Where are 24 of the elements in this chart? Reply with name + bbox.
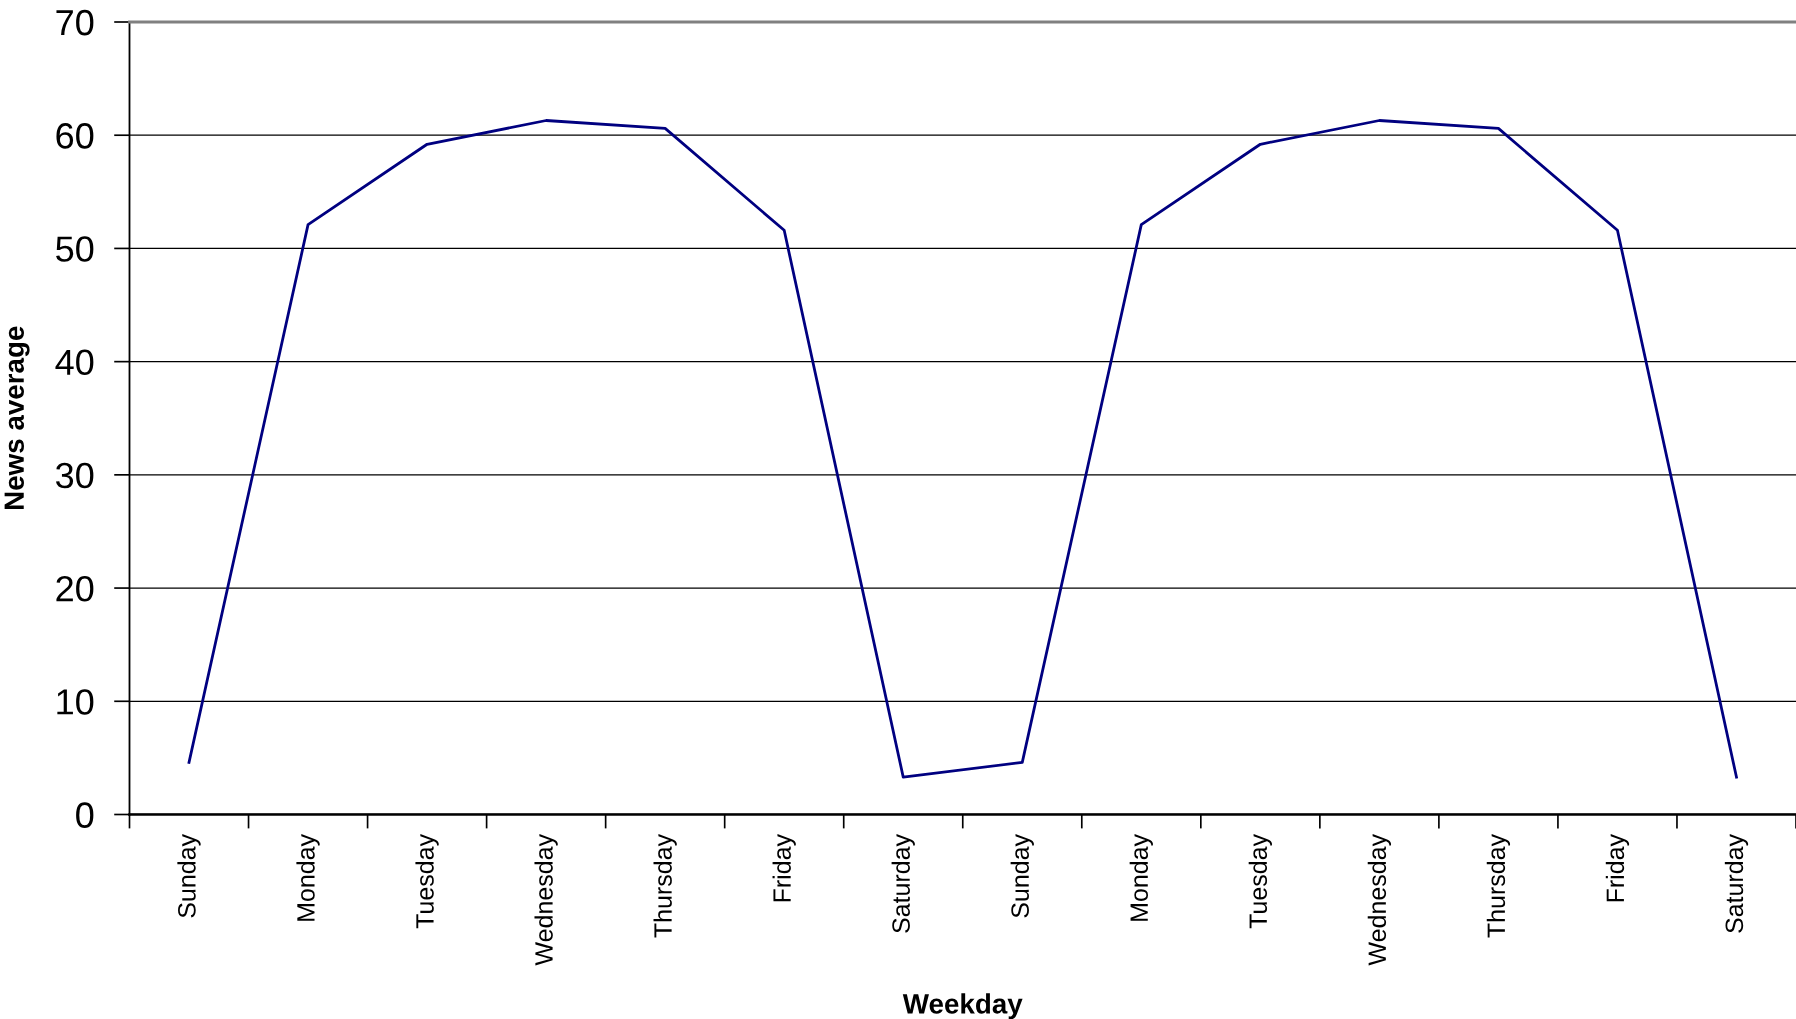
x-tick-label: Monday bbox=[296, 833, 320, 921]
x-tick-label: Tuesday bbox=[1248, 833, 1272, 929]
y-tick-label: 50 bbox=[56, 236, 94, 262]
x-tick-label: Wednesday bbox=[534, 833, 558, 966]
x-tick-label: Saturday bbox=[891, 833, 915, 933]
y-tick-label: 30 bbox=[55, 462, 94, 489]
y-tick-label: 20 bbox=[56, 575, 94, 602]
y-tick-label: 60 bbox=[56, 123, 94, 149]
x-tick-label: Sunday bbox=[177, 833, 201, 918]
y-tick-label: 0 bbox=[76, 802, 94, 828]
x-tick-label: Friday bbox=[772, 833, 796, 902]
x-tick-label: Wednesday bbox=[1367, 833, 1392, 966]
x-tick-label: Monday bbox=[1129, 833, 1153, 921]
x-axis-title: Weekday bbox=[902, 993, 1023, 1019]
y-tick-label: 40 bbox=[55, 349, 94, 376]
y-tick-label: 10 bbox=[57, 689, 94, 715]
y-tick-label: 70 bbox=[56, 9, 94, 36]
x-tick-label: Saturday bbox=[1724, 833, 1749, 933]
x-tick-label: Thursday bbox=[1486, 833, 1511, 938]
y-axis-title: News average bbox=[4, 326, 30, 510]
x-tick-label: Thursday bbox=[653, 833, 677, 938]
x-tick-label: Tuesday bbox=[415, 833, 439, 929]
x-tick-label: Friday bbox=[1605, 833, 1630, 902]
x-tick-label: Sunday bbox=[1010, 833, 1034, 918]
